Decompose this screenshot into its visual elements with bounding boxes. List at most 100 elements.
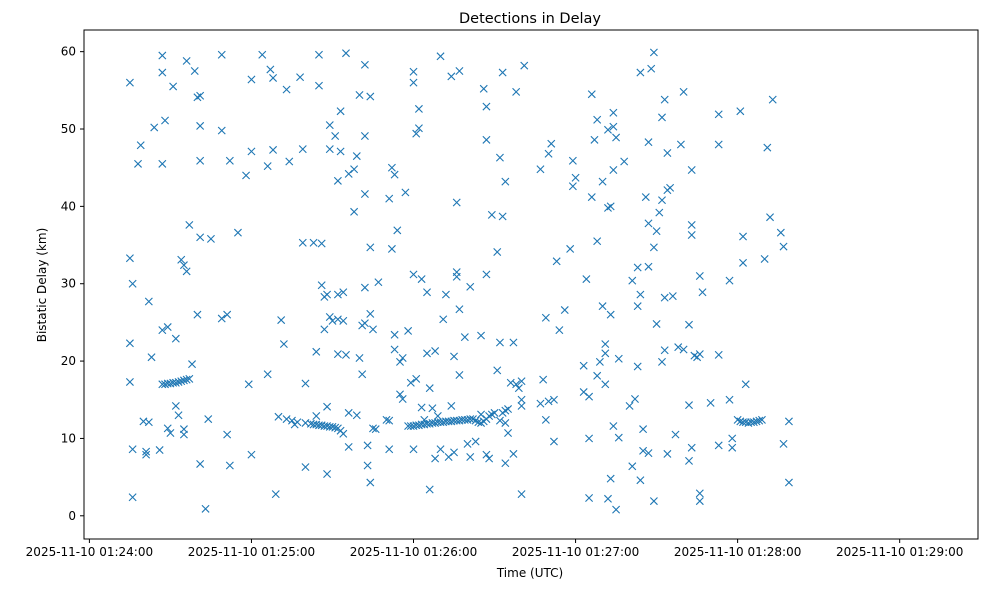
data-point: [169, 82, 178, 91]
data-point: [360, 319, 369, 328]
data-point: [390, 170, 399, 179]
data-point: [398, 353, 407, 362]
data-point: [460, 333, 469, 342]
data-point: [182, 375, 191, 384]
data-point: [612, 505, 621, 514]
data-point: [587, 90, 596, 99]
data-point: [447, 72, 456, 81]
data-point: [301, 463, 310, 472]
plot-frame: [83, 29, 979, 540]
x-tick-label: 2025-11-10 01:26:00: [350, 545, 477, 559]
data-point: [630, 394, 639, 403]
data-point: [387, 163, 396, 172]
data-point: [674, 343, 683, 352]
data-point: [714, 110, 723, 119]
data-point: [636, 290, 645, 299]
data-point: [544, 397, 553, 406]
data-point: [204, 415, 213, 424]
data-point: [177, 377, 186, 386]
data-point: [668, 292, 677, 301]
data-point: [466, 415, 475, 424]
data-point: [660, 293, 669, 302]
data-point: [603, 203, 612, 212]
data-point: [644, 262, 653, 271]
data-point: [155, 446, 164, 455]
data-point: [423, 349, 432, 358]
data-point: [739, 232, 748, 241]
data-point: [587, 193, 596, 202]
data-point: [652, 319, 661, 328]
data-point: [331, 131, 340, 140]
data-point: [158, 68, 167, 77]
data-point: [333, 350, 342, 359]
data-point: [163, 323, 172, 332]
data-point: [784, 478, 793, 487]
data-point: [485, 454, 494, 463]
x-tick-label: 2025-11-10 01:28:00: [674, 545, 801, 559]
data-point: [495, 416, 504, 425]
data-point: [639, 446, 648, 455]
data-point: [358, 370, 367, 379]
data-point: [171, 378, 180, 387]
data-point: [625, 401, 634, 410]
data-point: [663, 449, 672, 458]
data-point: [603, 125, 612, 134]
data-point: [695, 489, 704, 498]
data-point: [233, 228, 242, 237]
data-point: [423, 288, 432, 297]
data-point: [517, 490, 526, 499]
data-point: [371, 425, 380, 434]
data-point: [223, 430, 232, 439]
data-point: [325, 121, 334, 130]
data-point: [409, 445, 418, 454]
data-point: [501, 406, 510, 415]
data-point: [363, 441, 372, 450]
data-point: [741, 380, 750, 389]
data-point: [404, 326, 413, 335]
data-point: [606, 202, 615, 211]
data-point: [182, 267, 191, 276]
data-point: [687, 220, 696, 229]
data-point: [161, 116, 170, 125]
data-point: [455, 67, 464, 75]
data-point: [593, 371, 602, 380]
data-point: [296, 73, 305, 82]
data-point: [225, 156, 234, 165]
data-point: [649, 243, 658, 252]
data-point: [188, 360, 197, 369]
data-point: [414, 104, 423, 113]
data-point: [366, 243, 375, 252]
data-point: [501, 459, 510, 468]
data-point: [641, 193, 650, 202]
data-point: [144, 297, 153, 306]
data-point: [387, 244, 396, 253]
data-point: [177, 255, 186, 264]
data-point: [725, 276, 734, 285]
data-point: [714, 350, 723, 359]
data-point: [487, 210, 496, 219]
x-tick-label: 2025-11-10 01:24:00: [26, 545, 153, 559]
y-tick-label: 10: [61, 431, 76, 445]
data-point: [490, 408, 499, 417]
data-point: [144, 418, 153, 427]
data-point: [128, 493, 137, 502]
data-point: [482, 450, 491, 459]
data-point: [441, 290, 450, 299]
data-point: [593, 115, 602, 124]
data-point: [714, 140, 723, 149]
data-point: [752, 417, 761, 426]
data-point: [287, 416, 296, 425]
data-point: [196, 91, 205, 100]
data-point: [658, 196, 666, 205]
data-point: [666, 183, 675, 192]
data-point: [314, 50, 323, 59]
data-point: [282, 85, 291, 94]
data-point: [571, 173, 580, 182]
data-point: [506, 378, 515, 387]
data-point: [409, 270, 418, 279]
data-point: [679, 345, 688, 354]
data-point: [336, 147, 345, 156]
data-point: [685, 401, 693, 410]
data-point: [147, 353, 156, 362]
data-point: [479, 84, 488, 93]
